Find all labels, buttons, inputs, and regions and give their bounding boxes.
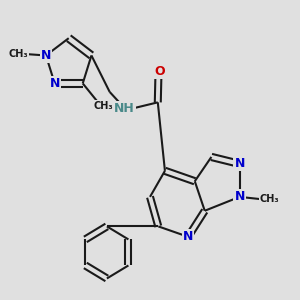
Text: CH₃: CH₃ bbox=[94, 101, 113, 111]
Text: CH₃: CH₃ bbox=[9, 49, 28, 59]
Text: N: N bbox=[41, 49, 51, 62]
Text: N: N bbox=[234, 190, 245, 203]
Text: NH: NH bbox=[114, 102, 135, 115]
Text: N: N bbox=[50, 77, 60, 90]
Text: N: N bbox=[183, 230, 193, 243]
Text: O: O bbox=[155, 64, 165, 78]
Text: N: N bbox=[234, 158, 245, 170]
Text: CH₃: CH₃ bbox=[260, 194, 279, 204]
